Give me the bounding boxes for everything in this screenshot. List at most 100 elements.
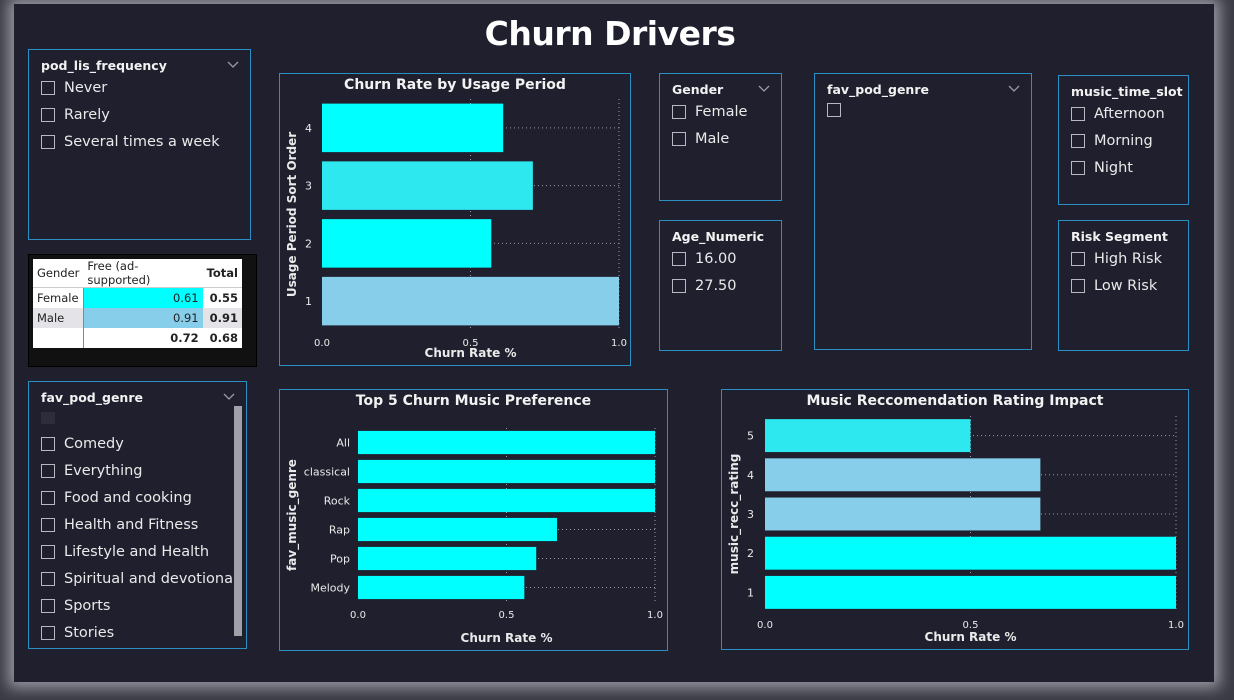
matrix-total-cell: 0.55 [209, 290, 238, 305]
slicer-item-label: Lifestyle and Health [64, 543, 210, 560]
chevron-down-icon[interactable] [222, 389, 236, 403]
slicer-item-morning[interactable]: Morning [1071, 127, 1165, 154]
slicer-item-never[interactable]: Never [41, 74, 220, 101]
chevron-down-icon[interactable] [1007, 81, 1021, 95]
checkbox[interactable] [41, 571, 55, 586]
slicer-item-sports[interactable]: Sports [41, 592, 237, 619]
slicer-fav-pod-genre: fav_pod_genre [814, 73, 1032, 350]
bar-4 [765, 458, 1041, 492]
x-tick-label: 0.0 [314, 338, 330, 349]
checkbox[interactable] [41, 436, 55, 451]
checkbox[interactable] [1071, 278, 1085, 293]
checkbox[interactable] [1071, 160, 1085, 175]
slicer-item-label: Afternoon [1094, 105, 1165, 122]
x-tick-label: 1.0 [647, 610, 663, 621]
slicer-item-comedy[interactable]: Comedy [41, 430, 237, 457]
chart-svg: All classical Rock Rap Pop Melody 0.0 0.5 1.0 Chu… [285, 428, 663, 645]
slicer-gender: Gender Female Male [659, 73, 782, 201]
category-label: 3 [747, 508, 754, 521]
slicer-item-food-and-cooking[interactable]: Food and cooking [41, 484, 237, 511]
bar-all [358, 430, 655, 455]
bar-1 [765, 575, 1176, 609]
bar-1 [322, 276, 619, 326]
chart-top-5-churn-music-preference: Top 5 Churn Music Preference All classica… [279, 389, 668, 651]
scrollbar[interactable] [234, 406, 242, 636]
x-axis-label: Churn Rate % [461, 631, 553, 645]
x-tick-label: 0.5 [499, 610, 515, 621]
slicer-item-night[interactable]: Night [1071, 154, 1165, 181]
slicer-item-high-risk[interactable]: High Risk [1071, 245, 1162, 272]
slicer-title: Age_Numeric [672, 229, 765, 244]
slicer-item-stories[interactable]: Stories [41, 619, 237, 646]
checkbox[interactable] [41, 134, 55, 149]
checkbox[interactable] [41, 490, 55, 505]
checkbox[interactable] [41, 544, 55, 559]
matrix-row-label [33, 328, 83, 348]
bar-pop [358, 546, 537, 571]
matrix-table: Gender Free (ad-supported) Total Female … [33, 259, 242, 348]
category-label: classical [304, 466, 350, 479]
slicer-item-afternoon[interactable]: Afternoon [1071, 100, 1165, 127]
x-tick-label: 0.5 [963, 620, 979, 631]
slicer-item-label: Sports [64, 597, 111, 614]
checkbox[interactable] [41, 80, 55, 95]
slicer-item-label: Health and Fitness [64, 516, 199, 533]
chevron-down-icon[interactable] [226, 57, 240, 71]
y-axis-label: fav_music_genre [285, 459, 300, 571]
page-title: Churn Drivers [484, 14, 736, 53]
slicer-item-everything[interactable]: Everything [41, 457, 237, 484]
slicer-item-label: Comedy [64, 435, 124, 452]
slicer-item-female[interactable]: Female [672, 98, 747, 125]
category-label: Pop [330, 553, 350, 566]
checkbox[interactable] [41, 463, 55, 478]
checkbox[interactable] [41, 598, 55, 613]
chart-title: Churn Rate by Usage Period [344, 77, 566, 93]
slicer-item-several-times-a-week[interactable]: Several times a week [41, 128, 220, 155]
slicer-item-low-risk[interactable]: Low Risk [1071, 272, 1162, 299]
bar-2 [322, 219, 492, 268]
slicer-item-spiritual-and-devotional[interactable]: Spiritual and devotional [41, 565, 237, 592]
slicer-item-age-16[interactable]: 16.00 [672, 245, 737, 272]
table-row: Male 0.91 0.91 [33, 307, 242, 328]
checkbox[interactable] [672, 278, 686, 293]
bar-2 [765, 536, 1176, 570]
slicer-item-male[interactable]: Male [672, 125, 747, 152]
category-label: All [336, 437, 350, 450]
slicer-item-rarely[interactable]: Rarely [41, 101, 220, 128]
checkbox[interactable] [1071, 133, 1085, 148]
partial-checkbox[interactable] [41, 412, 55, 424]
slicer-title: fav_pod_genre [41, 390, 143, 405]
bar-5 [765, 419, 971, 453]
checkbox[interactable] [1071, 251, 1085, 266]
checkbox[interactable] [672, 251, 686, 266]
checkbox[interactable] [827, 102, 841, 117]
chevron-down-icon[interactable] [757, 81, 771, 95]
x-tick-label: 1.0 [1168, 620, 1184, 631]
slicer-item-lifestyle-and-health[interactable]: Lifestyle and Health [41, 538, 237, 565]
slicer-item-health-and-fitness[interactable]: Health and Fitness [41, 511, 237, 538]
slicer-title: fav_pod_genre [827, 82, 929, 97]
slicer-title: music_time_slot [1071, 84, 1183, 99]
slicer-fav-pod-genre-list: fav_pod_genre Comedy Everything Food and… [28, 381, 247, 649]
slicer-item-label: High Risk [1094, 250, 1162, 267]
matrix-header-gender: Gender [33, 259, 84, 288]
chart-title: Music Reccomendation Rating Impact [806, 393, 1104, 409]
checkbox[interactable] [41, 625, 55, 640]
checkbox[interactable] [41, 517, 55, 532]
checkbox[interactable] [1071, 106, 1085, 121]
matrix-row-label: Female [37, 290, 79, 305]
matrix-cell: 0.91 [82, 307, 203, 328]
slicer-item-blank[interactable] [827, 96, 850, 123]
category-label: 2 [305, 237, 312, 250]
checkbox[interactable] [672, 131, 686, 146]
chart-title: Top 5 Churn Music Preference [355, 393, 592, 409]
slicer-age-numeric: Age_Numeric 16.00 27.50 [659, 220, 782, 351]
checkbox[interactable] [672, 104, 686, 119]
slicer-item-label: Stories [64, 624, 115, 641]
matrix-header-total: Total [202, 259, 242, 288]
slicer-item-age-27-5[interactable]: 27.50 [672, 272, 737, 299]
slicer-item-label: Rarely [64, 106, 110, 123]
checkbox[interactable] [41, 107, 55, 122]
category-label: 1 [305, 295, 312, 308]
slicer-item-label: Spiritual and devotional [64, 570, 237, 587]
